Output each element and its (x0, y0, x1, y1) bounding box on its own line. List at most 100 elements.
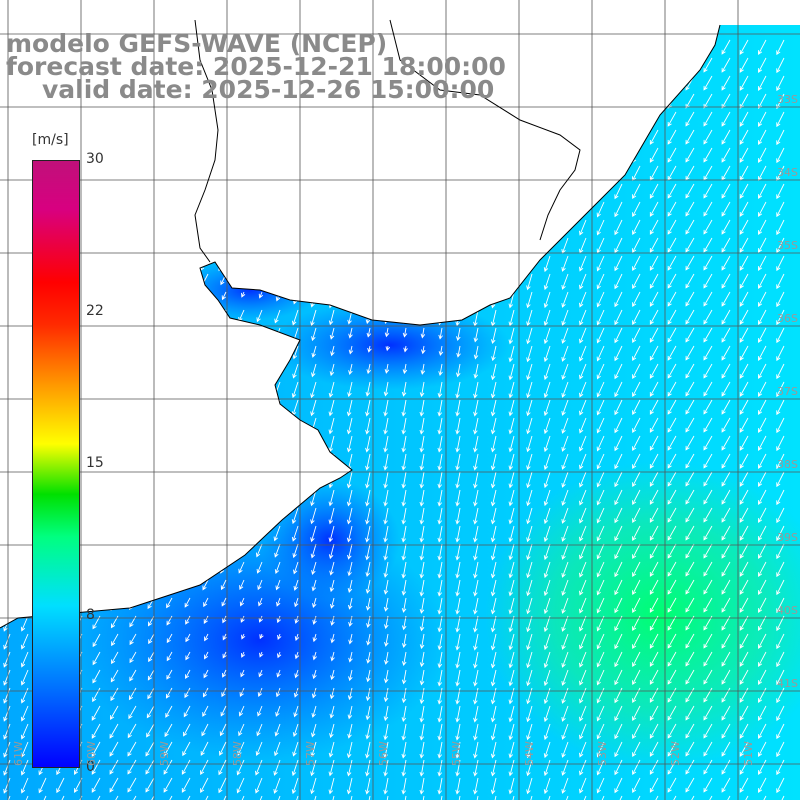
wind-arrow (255, 453, 263, 470)
wind-arrow (109, 399, 119, 415)
wind-arrow (473, 453, 479, 471)
wind-arrow (490, 579, 497, 597)
wind-arrow (703, 273, 713, 289)
wind-arrow (163, 201, 173, 217)
wind-arrow (614, 363, 623, 380)
colorbar-tick: 30 (86, 151, 104, 167)
wind-arrow (311, 345, 317, 358)
wind-arrow (739, 39, 749, 55)
wind-arrow (346, 237, 353, 255)
wind-arrow (163, 237, 173, 253)
wind-arrow (92, 669, 101, 684)
wind-arrow (685, 399, 695, 415)
wind-arrow (776, 201, 785, 218)
wind-arrow (91, 759, 101, 775)
wind-arrow (401, 777, 407, 795)
wind-arrow (109, 489, 119, 505)
wind-arrow (145, 381, 155, 397)
wind-arrow (291, 183, 299, 201)
wind-arrow (596, 201, 605, 218)
wind-arrow (147, 669, 155, 681)
wind-arrow (328, 507, 335, 525)
wind-arrow (383, 561, 389, 578)
wind-arrow (473, 327, 479, 343)
wind-arrow (685, 435, 695, 451)
wind-arrow (401, 219, 407, 237)
wind-arrow (383, 507, 389, 525)
wind-arrow (200, 777, 209, 794)
wind-arrow (163, 795, 173, 800)
wind-arrow (632, 579, 641, 596)
wind-arrow (543, 417, 551, 435)
wind-arrow (3, 561, 11, 578)
wind-arrow (703, 795, 713, 800)
wind-arrow (561, 309, 569, 326)
wind-arrow (366, 363, 372, 375)
wind-arrow (667, 543, 677, 559)
wind-arrow (127, 453, 137, 469)
wind-arrow (3, 111, 11, 128)
wind-arrow (292, 543, 299, 559)
wind-arrow (146, 561, 155, 576)
wind-arrow (419, 687, 425, 705)
wind-arrow (346, 219, 353, 237)
wind-arrow (703, 291, 713, 307)
wind-arrow (218, 399, 227, 416)
wind-arrow (758, 453, 767, 469)
wind-arrow (776, 255, 785, 272)
wind-arrow (561, 795, 569, 800)
wind-arrow (181, 273, 191, 289)
wind-arrow (543, 39, 551, 57)
wind-arrow (293, 579, 299, 591)
wind-arrow (292, 273, 299, 289)
wind-arrow (329, 597, 335, 609)
wind-arrow (526, 165, 533, 183)
wind-arrow (145, 507, 155, 523)
wind-arrow (614, 309, 623, 326)
wind-arrow (201, 723, 209, 737)
wind-arrow (758, 525, 767, 541)
wind-arrow (508, 129, 515, 147)
wind-arrow (220, 705, 227, 717)
wind-arrow (3, 255, 11, 272)
wind-arrow (401, 561, 407, 579)
colorbar-unit: [m/s] (32, 132, 69, 148)
wind-arrow (526, 795, 533, 800)
wind-arrow (561, 525, 569, 542)
wind-arrow (365, 255, 371, 273)
wind-arrow (721, 399, 731, 415)
wind-arrow (91, 741, 101, 757)
wind-arrow (236, 399, 245, 416)
wind-arrow (181, 453, 191, 469)
wind-arrow (146, 723, 155, 738)
wind-arrow (346, 759, 353, 777)
wind-arrow (455, 165, 461, 183)
wind-arrow (614, 75, 623, 92)
wind-arrow (561, 741, 569, 758)
wind-arrow (329, 705, 335, 719)
wind-arrow (561, 633, 569, 650)
wind-arrow (365, 687, 371, 702)
wind-arrow (596, 453, 605, 470)
wind-arrow (596, 795, 605, 800)
wind-arrow (739, 651, 749, 667)
wind-arrow (181, 435, 191, 451)
wind-arrow (632, 597, 641, 614)
wind-arrow (561, 651, 569, 668)
wind-arrow (437, 471, 443, 489)
wind-arrow (291, 777, 299, 795)
wind-arrow (632, 723, 641, 740)
wind-arrow (383, 579, 389, 595)
wind-arrow (508, 363, 515, 381)
wind-arrow (614, 507, 623, 524)
wind-arrow (721, 363, 731, 379)
wind-arrow (237, 543, 245, 558)
wind-arrow (218, 237, 227, 254)
wind-arrow (181, 237, 191, 253)
wind-arrow (184, 597, 191, 608)
wind-arrow (383, 741, 389, 759)
wind-arrow (437, 255, 443, 273)
wind-arrow (455, 741, 461, 759)
wind-arrow (579, 93, 587, 110)
wind-arrow (145, 363, 155, 379)
